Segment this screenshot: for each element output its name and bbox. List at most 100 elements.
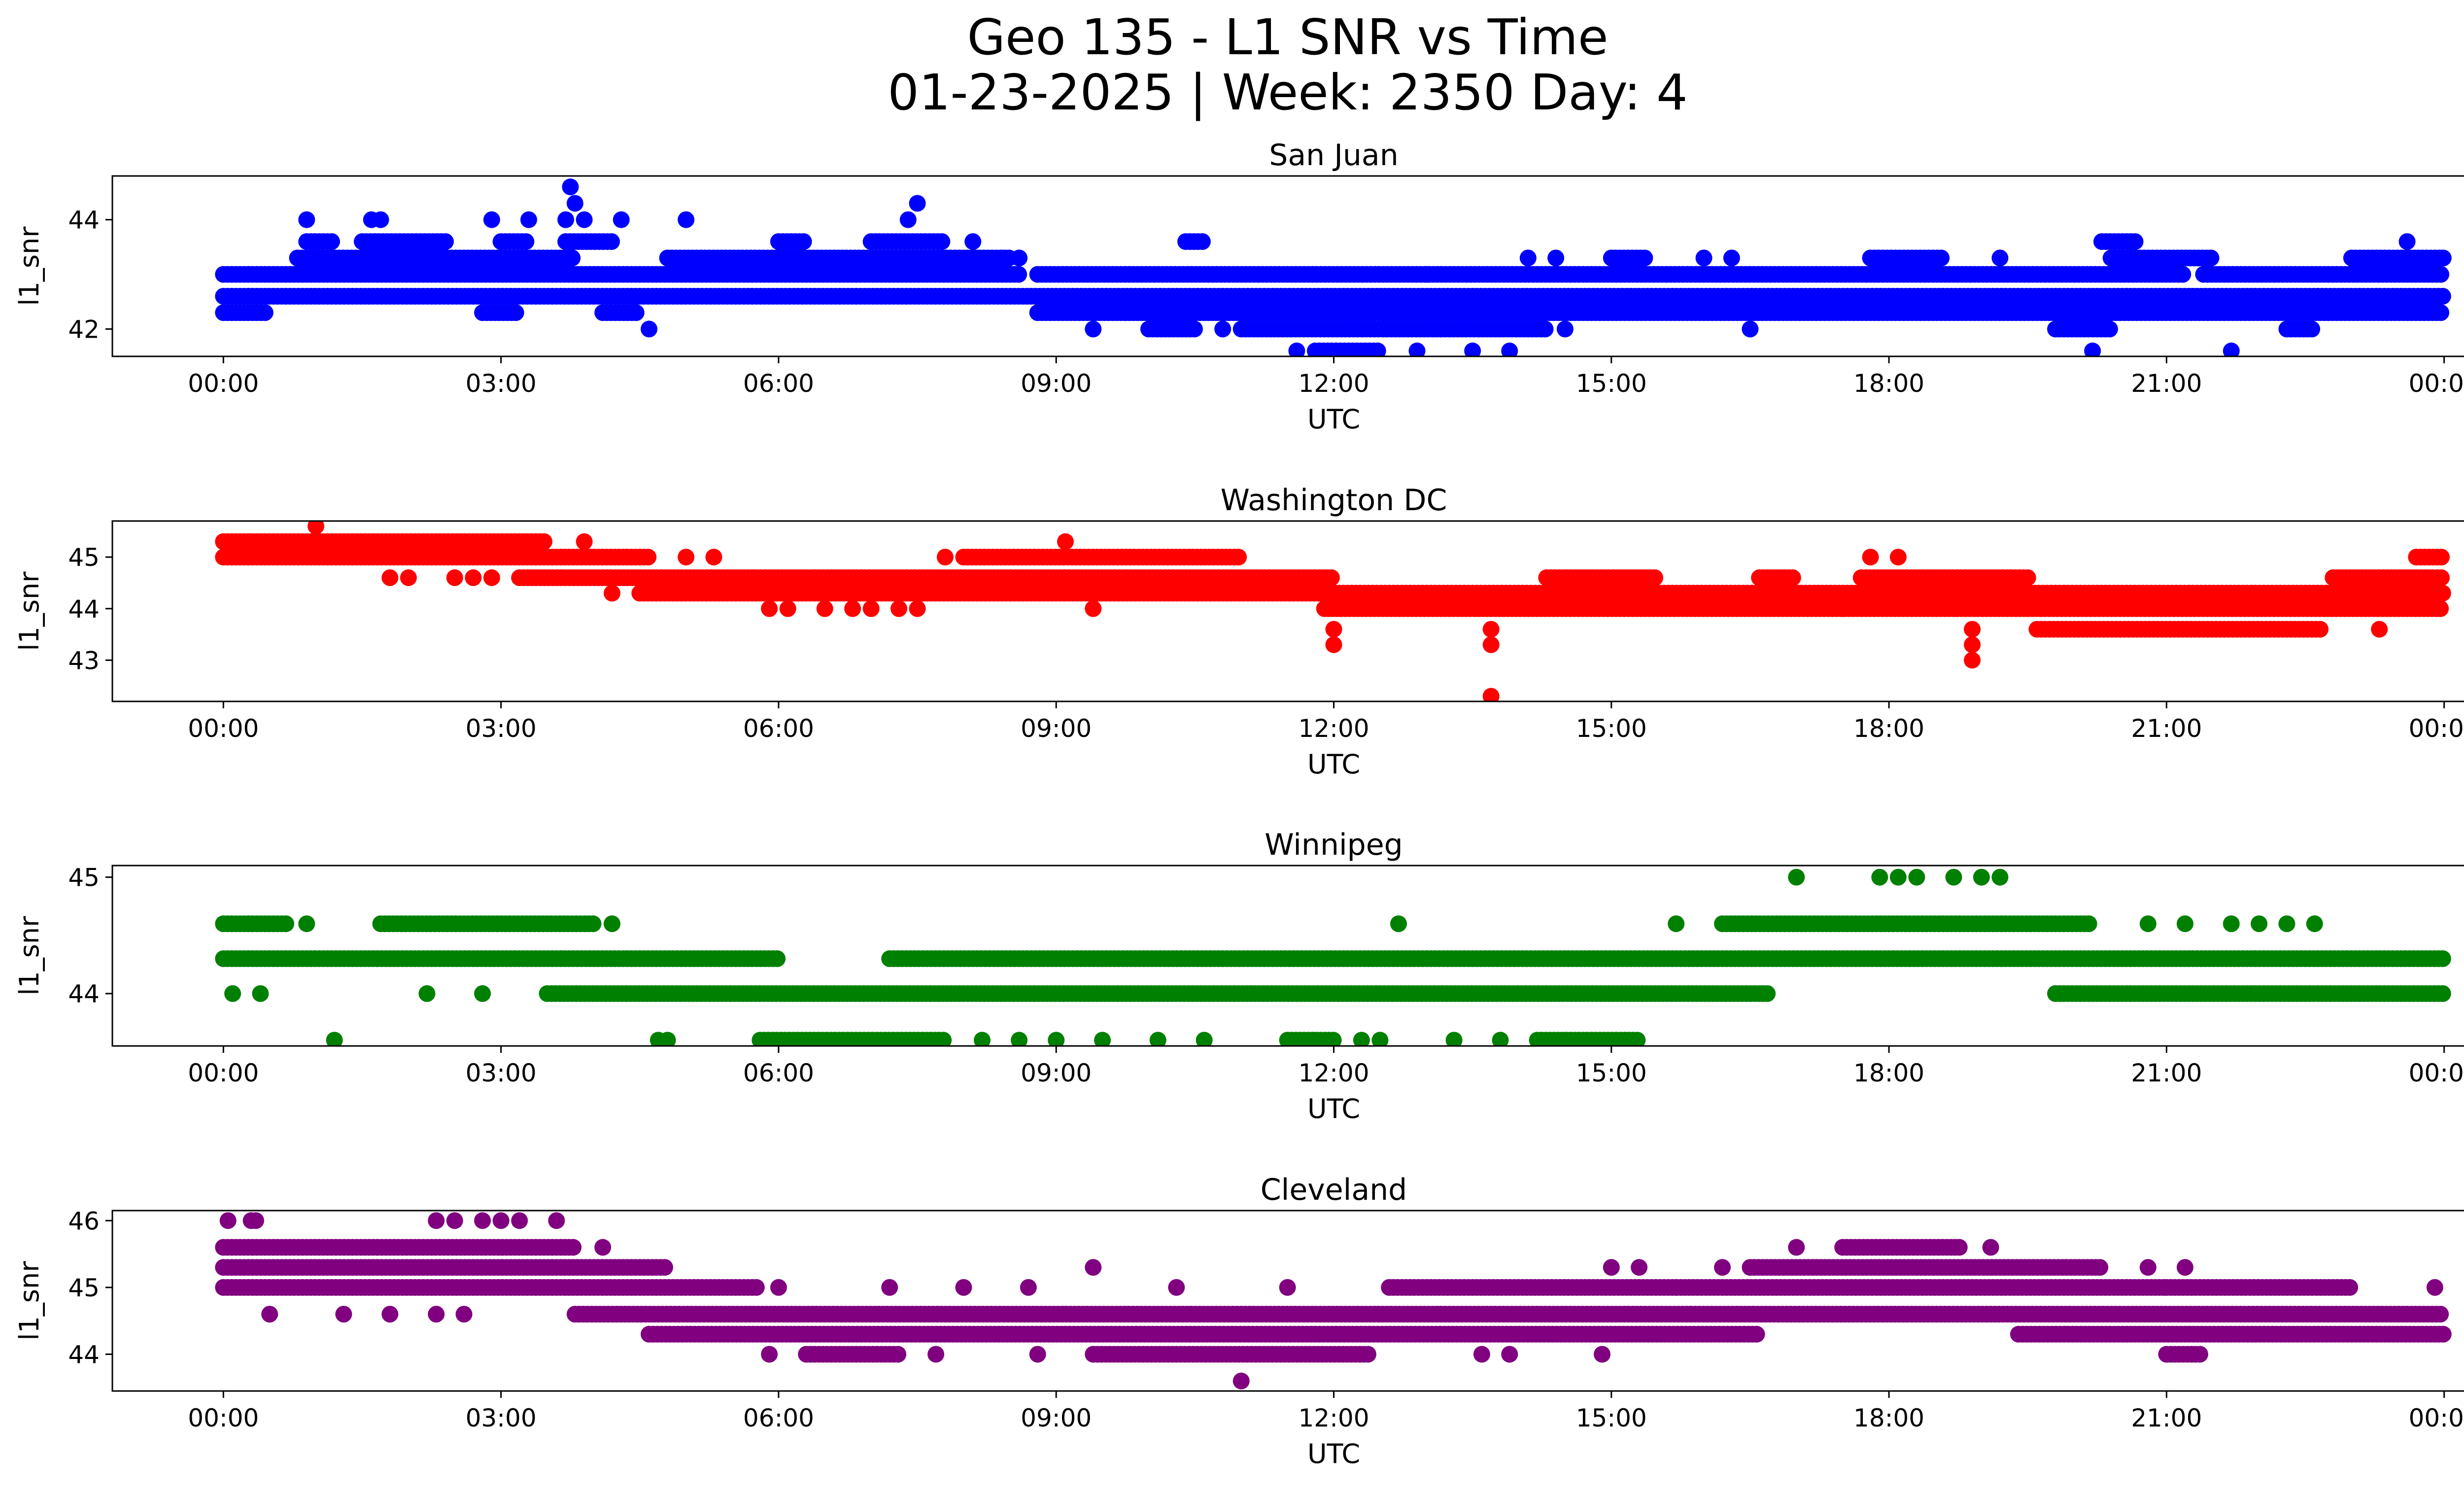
data-point [1325, 621, 1342, 638]
data-point [964, 233, 982, 250]
data-point [1057, 533, 1074, 550]
data-point [1871, 869, 1888, 886]
data-point [935, 1032, 952, 1046]
x-axis-label: UTC [1307, 749, 1360, 780]
scatter-series [215, 178, 2452, 356]
data-point [1186, 320, 1203, 338]
data-point [566, 195, 583, 212]
data-point [1085, 320, 1102, 338]
data-point [1668, 915, 1685, 933]
x-tick-label: 06:00 [743, 714, 814, 743]
data-point [641, 320, 658, 338]
data-point [1973, 869, 1990, 886]
data-point [748, 1279, 765, 1296]
chart-subtitle: 01-23-2025 | Week: 2350 Day: 4 [888, 64, 1687, 121]
x-tick-label: 00:00 [188, 714, 259, 743]
data-point [1010, 266, 1027, 283]
data-point [613, 211, 630, 228]
x-tick-label: 21:00 [2131, 714, 2202, 743]
data-point [1695, 249, 1712, 267]
data-point [1964, 621, 1981, 638]
data-point [323, 233, 341, 250]
data-point [2091, 1259, 2109, 1276]
data-point [2434, 985, 2451, 1002]
data-point [2434, 288, 2451, 305]
data-point [1964, 636, 1981, 653]
data-point [1646, 569, 1664, 587]
data-point [277, 915, 295, 933]
data-point [1371, 1032, 1389, 1046]
data-point [678, 549, 695, 566]
data-point [576, 533, 593, 550]
data-point [627, 304, 645, 321]
data-point [656, 1259, 673, 1276]
data-point [1482, 636, 1500, 653]
data-point [1353, 1032, 1370, 1046]
data-point [1933, 249, 1950, 267]
data-point [1369, 342, 1386, 356]
data-point [252, 985, 269, 1002]
data-point [564, 249, 581, 267]
subplot-title: Winnipeg [1265, 828, 1403, 862]
data-point [1085, 600, 1102, 617]
y-axis-label: l1_snr [14, 571, 45, 651]
data-point [1482, 688, 1500, 701]
data-point [1011, 1032, 1028, 1046]
data-point [909, 195, 926, 212]
x-tick-label: 06:00 [743, 1059, 814, 1087]
data-point [779, 600, 796, 617]
data-point [2312, 621, 2329, 638]
data-point [298, 915, 315, 933]
data-point [603, 585, 620, 602]
data-point [1834, 600, 1851, 617]
data-point [565, 1239, 582, 1256]
x-tick-label: 03:00 [466, 714, 537, 743]
data-point [1230, 549, 1247, 566]
data-point [2019, 569, 2036, 587]
data-point [381, 569, 399, 587]
data-point [1889, 869, 1907, 886]
data-point [2223, 915, 2240, 933]
y-tick-label: 44 [68, 980, 100, 1008]
data-point [2434, 585, 2451, 602]
data-point [2434, 249, 2452, 267]
data-point [437, 233, 454, 250]
data-point [936, 549, 954, 566]
scatter-series [215, 1212, 2452, 1390]
data-point [418, 985, 436, 1002]
data-point [1862, 549, 1879, 566]
data-point [224, 985, 241, 1002]
data-point [576, 211, 593, 228]
x-tick-label: 00:00 [188, 369, 259, 398]
data-point [816, 600, 833, 617]
x-tick-label: 21:00 [2131, 1059, 2202, 1087]
data-point [1323, 569, 1340, 587]
y-tick-label: 43 [68, 646, 100, 675]
data-point [1288, 342, 1305, 356]
x-axis-label: UTC [1307, 404, 1360, 435]
data-point [1094, 1032, 1111, 1046]
y-tick-label: 44 [68, 595, 100, 624]
data-point [1991, 249, 2009, 267]
data-point [474, 985, 491, 1002]
data-point [2398, 233, 2416, 250]
data-point [2202, 249, 2220, 267]
x-tick-label: 09:00 [1021, 369, 1092, 398]
y-axis-label: l1_snr [14, 226, 45, 306]
data-point [400, 569, 417, 587]
data-point [2432, 304, 2450, 321]
data-point [1325, 636, 1342, 653]
data-point [517, 233, 535, 250]
x-tick-label: 18:00 [1853, 369, 1924, 398]
data-point [557, 211, 575, 228]
x-tick-label: 09:00 [1021, 1059, 1092, 1087]
x-tick-label: 00:00 [2409, 1059, 2464, 1087]
data-point [1629, 1032, 1646, 1046]
data-point [640, 549, 657, 566]
x-tick-label: 00:00 [2409, 369, 2464, 398]
data-point [298, 211, 315, 228]
x-tick-label: 18:00 [1853, 714, 1924, 743]
data-point [2434, 950, 2451, 967]
x-tick-label: 21:00 [2131, 369, 2202, 398]
